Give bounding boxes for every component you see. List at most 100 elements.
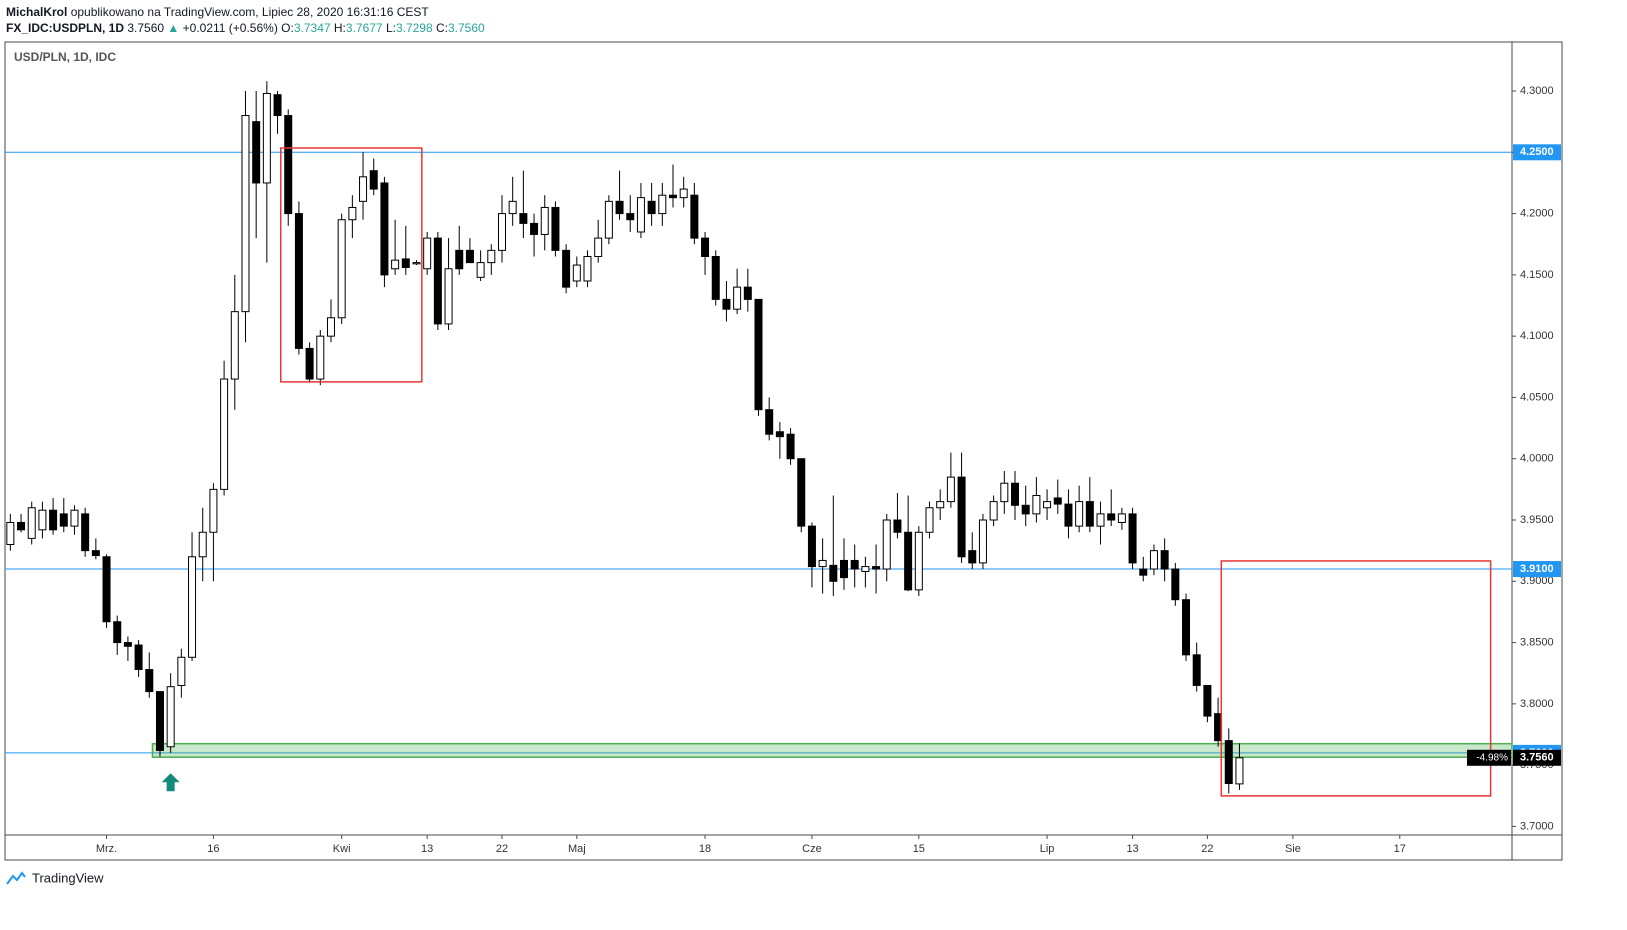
logo <box>6 871 26 885</box>
candle-body <box>465 249 474 264</box>
candle-body <box>487 249 496 264</box>
candle-body <box>733 286 742 310</box>
x-tick-label: Mrz. <box>96 843 117 855</box>
candle-body <box>348 206 357 221</box>
price-label-bg <box>1513 144 1561 161</box>
candle-body <box>1107 513 1116 521</box>
candle-body <box>829 564 838 582</box>
candle-body <box>636 197 645 233</box>
x-tick-label: 17 <box>1394 843 1406 855</box>
candle-body <box>1160 550 1169 570</box>
y-tick-label: 4.1500 <box>1520 269 1554 281</box>
candle-body <box>17 521 26 531</box>
candle-body <box>562 249 571 288</box>
candle-body <box>604 200 613 239</box>
candle-body <box>658 194 667 215</box>
candle-body <box>113 621 122 644</box>
last: 3.7560 <box>127 21 165 35</box>
o-label: O: <box>281 21 294 35</box>
candle-body <box>797 458 806 527</box>
candle-body <box>914 531 923 591</box>
candle-body <box>273 94 282 117</box>
price-label-bg <box>1513 561 1561 578</box>
arrow: ▲ <box>167 21 180 35</box>
candle-body <box>872 566 881 570</box>
candle-body <box>316 335 325 380</box>
candle-body <box>626 213 635 221</box>
candle-body <box>401 258 410 269</box>
candle-body <box>102 556 111 623</box>
candle-body <box>989 501 998 521</box>
y-tick-label: 4.0500 <box>1520 391 1554 403</box>
brand: TradingView <box>32 870 104 885</box>
candle-body <box>1053 497 1062 505</box>
candle-body <box>6 521 15 546</box>
x-tick-label: 22 <box>1201 843 1213 855</box>
candle-body <box>444 268 453 325</box>
o: 3.7347 <box>293 21 331 35</box>
header: MichalKrol opublikowano na TradingView.c… <box>6 4 485 36</box>
y-tick-label: 3.7000 <box>1520 820 1554 832</box>
up-arrow <box>161 773 180 792</box>
y-tick-label: 3.8000 <box>1520 698 1554 710</box>
candle-body <box>530 222 539 235</box>
candle-body <box>1075 501 1084 527</box>
candle-body <box>380 182 389 276</box>
candle-body <box>1064 503 1073 527</box>
y-tick-label: 4.0000 <box>1520 453 1554 465</box>
candle-body <box>177 656 186 686</box>
candle-body <box>1096 513 1105 527</box>
price-label: 3.9100 <box>1520 563 1554 575</box>
candle-body <box>1182 599 1191 656</box>
candle-body <box>968 550 977 564</box>
candle-body <box>668 194 677 199</box>
price-label: 4.2500 <box>1520 146 1554 158</box>
x-tick-label: 13 <box>1126 843 1138 855</box>
x-tick-label: Sie <box>1285 843 1301 855</box>
candle-body <box>936 501 945 509</box>
candle-body <box>861 566 870 572</box>
y-tick-label: 3.8500 <box>1520 636 1554 648</box>
candle-body <box>722 298 731 310</box>
c: 3.7560 <box>448 21 485 35</box>
candle-body <box>38 509 47 531</box>
author: MichalKrol <box>6 5 68 19</box>
candle-body <box>198 531 207 558</box>
candle-body <box>904 531 913 591</box>
candle-body <box>155 691 164 751</box>
candle-body <box>59 513 68 527</box>
candle-body <box>294 213 303 349</box>
candle-body <box>252 121 261 184</box>
candle-body <box>412 262 421 265</box>
candle-body <box>1235 757 1244 785</box>
candle-body <box>754 298 763 411</box>
header-line: MichalKrol opublikowano na TradingView.c… <box>6 4 485 20</box>
highlight-box <box>1220 560 1492 797</box>
candle-body <box>1149 550 1158 570</box>
y-tick-label: 3.9500 <box>1520 514 1554 526</box>
candle-body <box>1224 740 1233 785</box>
highlight-box <box>279 147 423 383</box>
candle-body <box>1203 684 1212 717</box>
candle-body <box>508 200 517 215</box>
x-tick-label: 13 <box>421 843 433 855</box>
candle-body <box>241 115 250 313</box>
candle-body <box>1139 568 1148 576</box>
header-line: FX_IDC:USDPLN, 1D 3.7560 ▲ +0.0211 (+0.5… <box>6 20 485 36</box>
x-tick-label: Cze <box>802 843 822 855</box>
candle-body <box>775 431 784 438</box>
candle-body <box>840 559 849 579</box>
candle-body <box>1085 501 1094 527</box>
candle-body <box>305 347 314 380</box>
published: opublikowano na TradingView.com, Lipiec … <box>70 5 429 19</box>
last-price-label: 3.7560 <box>1520 752 1554 764</box>
l-label: L: <box>385 21 396 35</box>
candle-body <box>615 200 624 215</box>
h: 3.7677 <box>345 21 383 35</box>
candle-body <box>1032 494 1041 515</box>
candle-body <box>49 509 58 531</box>
support-zone <box>151 742 1513 758</box>
x-tick-label: 15 <box>913 843 925 855</box>
c-label: C: <box>436 21 448 35</box>
